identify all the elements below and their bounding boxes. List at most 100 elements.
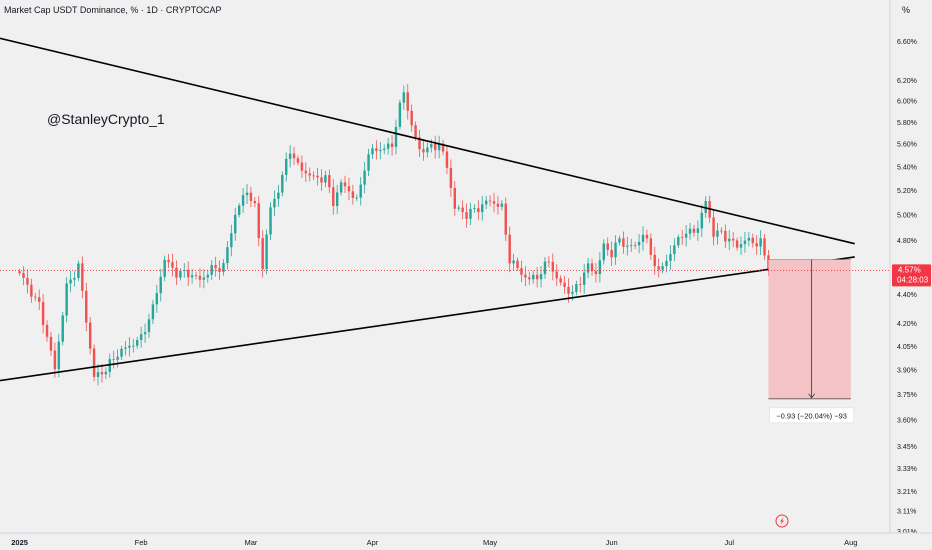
price-tick-label: 3.21% bbox=[897, 489, 917, 496]
candle-body bbox=[49, 336, 53, 351]
candle-body bbox=[367, 154, 370, 171]
candle-body bbox=[163, 259, 166, 277]
candle-body bbox=[57, 341, 61, 370]
candle-body bbox=[383, 148, 386, 150]
candle-body bbox=[124, 347, 127, 349]
countdown-timer: 04:28:03 bbox=[897, 275, 929, 284]
time-axis[interactable] bbox=[0, 533, 932, 550]
candle-body bbox=[402, 92, 406, 103]
candle-body bbox=[186, 270, 190, 278]
candles[interactable] bbox=[18, 83, 770, 386]
trendlines[interactable] bbox=[0, 36, 855, 382]
candle-body bbox=[441, 143, 445, 152]
candle-body bbox=[426, 147, 429, 153]
candle-body bbox=[575, 284, 578, 292]
price-tick-label: 6.20% bbox=[897, 78, 917, 85]
price-tick-label: 4.20% bbox=[897, 321, 917, 328]
candle-body bbox=[371, 148, 374, 155]
candle-body bbox=[430, 143, 433, 148]
candle-body bbox=[100, 372, 104, 375]
candle-body bbox=[359, 184, 362, 198]
candle-body bbox=[26, 277, 29, 285]
candle-body bbox=[143, 332, 147, 335]
candle-body bbox=[104, 371, 108, 375]
time-tick-label: Mar bbox=[244, 538, 257, 547]
lightning-icon[interactable] bbox=[775, 514, 789, 528]
candle-body bbox=[245, 192, 249, 196]
candle-body bbox=[398, 102, 402, 127]
candle-body bbox=[347, 186, 351, 192]
candle-body bbox=[41, 301, 45, 325]
candle-body bbox=[175, 267, 178, 278]
watermark-text: @StanleyCrypto_1 bbox=[47, 111, 165, 127]
candle-body bbox=[316, 175, 319, 178]
price-tick-label: 5.20% bbox=[897, 188, 917, 195]
candle-body bbox=[743, 240, 747, 245]
time-tick-label: Aug bbox=[844, 538, 857, 547]
candle-body bbox=[81, 263, 84, 291]
candle-body bbox=[645, 234, 649, 239]
candle-body bbox=[202, 277, 206, 280]
candle-body bbox=[269, 207, 272, 235]
candle-body bbox=[563, 282, 566, 287]
candle-body bbox=[504, 203, 507, 235]
candle-body bbox=[241, 195, 245, 206]
candle-body bbox=[512, 260, 515, 264]
candle-body bbox=[230, 233, 233, 248]
candle-body bbox=[555, 271, 558, 279]
candle-body bbox=[688, 228, 692, 234]
candle-body bbox=[257, 203, 260, 239]
candle-body bbox=[226, 247, 229, 264]
chart-title: Market Cap USDT Dominance, % · 1D · CRYP… bbox=[4, 5, 222, 15]
candle-body bbox=[559, 278, 562, 283]
candle-body bbox=[704, 200, 707, 213]
measure-tool[interactable]: −0.93 (−20.04%) −93 bbox=[768, 259, 854, 424]
trendline-upper[interactable] bbox=[0, 36, 855, 245]
candle-body bbox=[414, 125, 417, 138]
candle-body bbox=[633, 245, 637, 246]
candle-body bbox=[759, 238, 762, 247]
candle-body bbox=[630, 245, 633, 246]
candle-body bbox=[261, 238, 264, 270]
candle-body bbox=[343, 182, 347, 187]
candle-body bbox=[96, 372, 100, 377]
trendline-lower[interactable] bbox=[0, 256, 855, 382]
candle-body bbox=[34, 296, 37, 298]
candle-body bbox=[253, 201, 257, 204]
candle-body bbox=[53, 350, 57, 370]
price-ticks: 6.60% 6.20% 6.00% 5.80% 5.60% 5.40% 5.20% 5.00%… bbox=[897, 39, 917, 536]
candle-body bbox=[528, 277, 531, 280]
candle-body bbox=[669, 254, 672, 261]
candle-body bbox=[132, 345, 135, 347]
candle-body bbox=[418, 137, 421, 150]
candle-body bbox=[237, 205, 241, 215]
candle-body bbox=[653, 254, 656, 267]
time-tick-label: Feb bbox=[135, 538, 148, 547]
candle-body bbox=[112, 359, 115, 360]
candle-body bbox=[551, 262, 555, 272]
candle-body bbox=[508, 234, 511, 264]
candle-body bbox=[728, 238, 731, 242]
candle-body bbox=[724, 230, 727, 242]
candle-body bbox=[618, 238, 621, 243]
measure-label-box bbox=[769, 407, 854, 424]
candle-body bbox=[735, 240, 739, 248]
candle-body bbox=[626, 245, 629, 247]
candle-body bbox=[547, 261, 551, 263]
candle-body bbox=[281, 174, 284, 193]
candle-body bbox=[622, 238, 625, 247]
measure-arrow-head bbox=[808, 393, 815, 399]
candle-body bbox=[351, 191, 355, 198]
candle-body bbox=[524, 274, 527, 278]
candle-body bbox=[567, 286, 570, 294]
candle-body bbox=[73, 277, 76, 280]
candle-body bbox=[22, 273, 25, 278]
candle-body bbox=[614, 242, 617, 258]
candle-body bbox=[590, 263, 594, 272]
current-price-badge: 4.57% 04:28:03 bbox=[892, 264, 931, 287]
time-ticks: 2025 Feb Mar Apr May Jun Jul Aug bbox=[11, 538, 857, 547]
candle-body bbox=[539, 274, 543, 280]
candle-body bbox=[312, 175, 315, 177]
time-tick-label: May bbox=[483, 538, 497, 547]
